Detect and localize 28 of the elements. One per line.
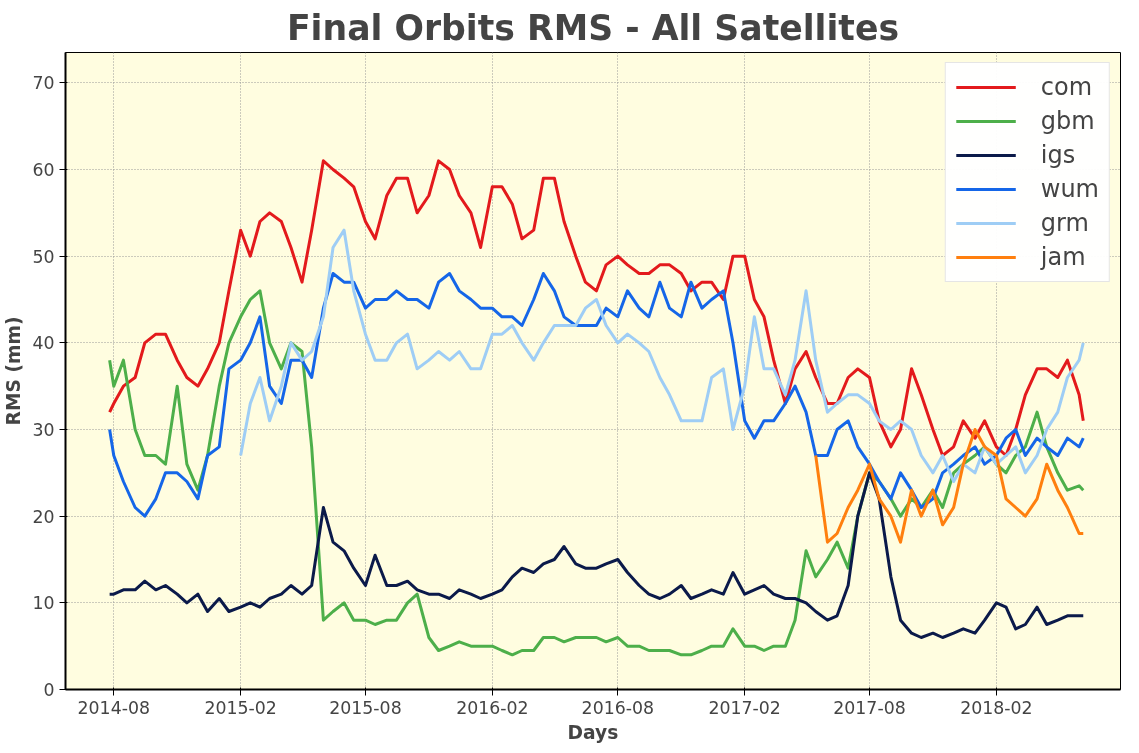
x-tick-label: 2016-02 xyxy=(456,697,529,718)
y-tick-label: 0 xyxy=(43,680,55,700)
x-axis-title: Days xyxy=(567,721,619,743)
legend-label: gbm xyxy=(1040,107,1095,135)
y-tick-label: 20 xyxy=(32,506,55,527)
legend-label: wum xyxy=(1040,175,1099,203)
y-tick-label: 70 xyxy=(32,73,55,94)
y-tick-label: 50 xyxy=(32,246,55,267)
chart-title: Final Orbits RMS - All Satellites xyxy=(286,7,900,48)
legend-label: grm xyxy=(1040,209,1089,237)
y-axis-title: RMS (mm) xyxy=(3,316,25,426)
line-series xyxy=(108,471,1085,639)
y-tick-label: 10 xyxy=(32,593,55,614)
x-tick-label: 2015-02 xyxy=(204,697,277,718)
y-tick-label: 40 xyxy=(32,333,55,354)
x-tick-label: 2015-08 xyxy=(329,697,402,718)
y-tick-label: 60 xyxy=(32,160,55,180)
line-series xyxy=(814,428,1085,544)
legend-label: igs xyxy=(1040,141,1076,169)
x-tick-label: 2017-02 xyxy=(708,697,781,718)
legend-label: jam xyxy=(1040,243,1086,271)
legend-label: com xyxy=(1040,73,1093,101)
x-tick-label: 2018-02 xyxy=(960,697,1033,718)
y-tick-label: 30 xyxy=(32,420,55,440)
x-tick-label: 2017-08 xyxy=(833,697,906,718)
x-tick-label: 2016-08 xyxy=(581,697,655,718)
x-tick-label: 2014-08 xyxy=(77,697,150,718)
line-series xyxy=(108,272,1085,518)
